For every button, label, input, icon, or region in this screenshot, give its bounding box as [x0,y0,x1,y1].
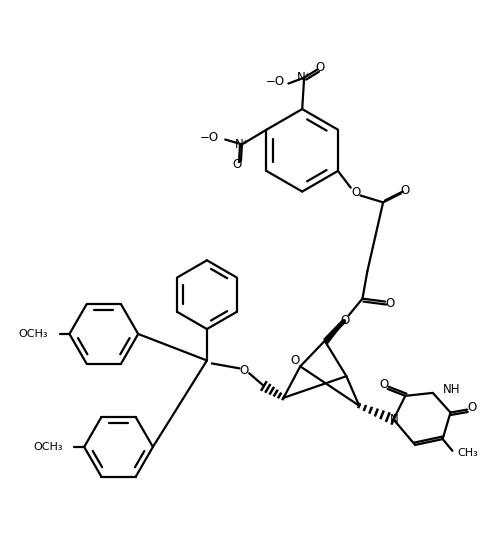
Text: N: N [389,413,398,426]
Text: N⁺: N⁺ [296,71,311,84]
Text: O: O [378,377,387,391]
Text: O: O [399,184,408,197]
Text: O: O [314,61,324,74]
Text: O: O [350,186,360,199]
Text: O: O [384,297,394,310]
Text: NH: NH [442,384,459,396]
Text: O: O [339,314,348,327]
Text: O: O [467,401,476,414]
Text: N⁺: N⁺ [234,138,249,151]
Text: OCH₃: OCH₃ [18,329,48,339]
Text: −O: −O [200,131,219,144]
Text: O: O [232,158,241,170]
Text: −O: −O [265,75,284,88]
Text: CH₃: CH₃ [456,448,477,458]
Text: OCH₃: OCH₃ [33,442,62,452]
Text: O: O [290,354,300,367]
Text: O: O [239,364,248,377]
